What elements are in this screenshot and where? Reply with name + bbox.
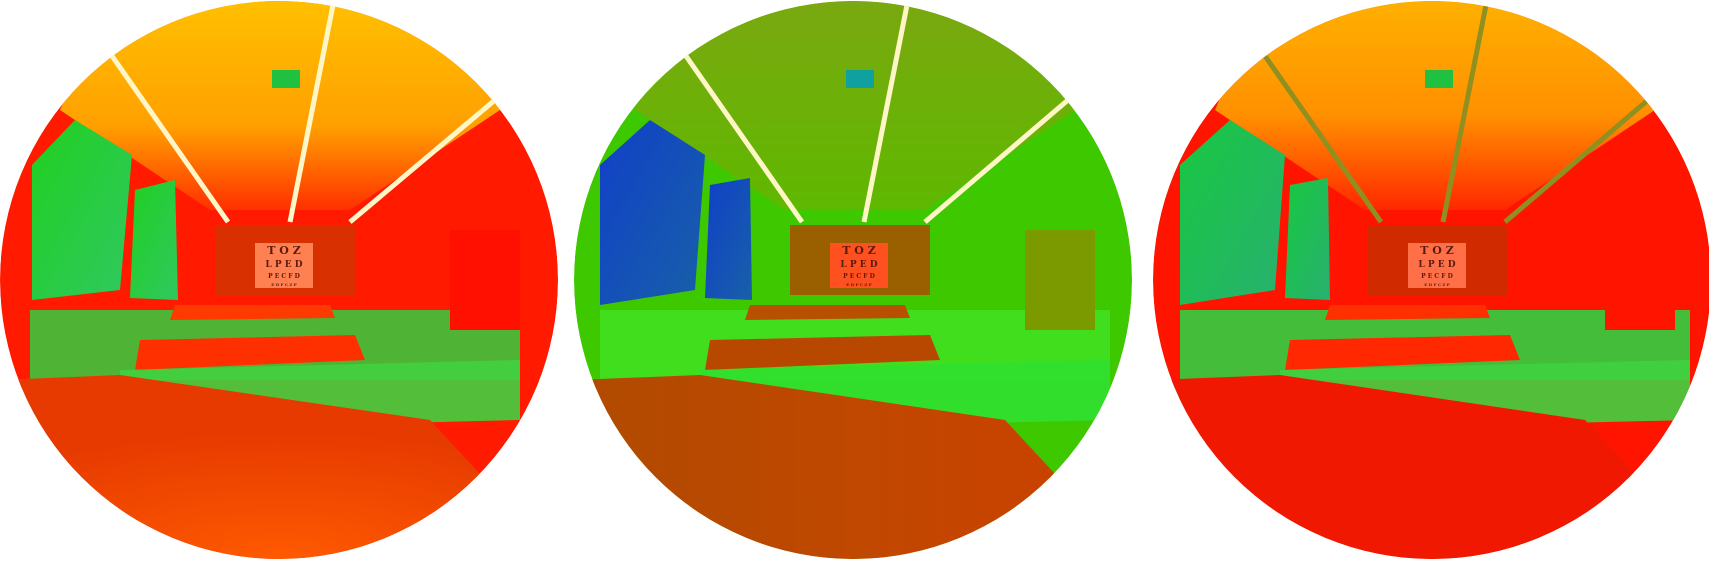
eye-chart-line: L P E D: [265, 260, 302, 270]
center-eye-chart: [830, 243, 888, 288]
right-desk-front: [1285, 335, 1520, 370]
right-window-1: [1180, 120, 1285, 305]
center-light-line-2: [861, 4, 910, 223]
left-desk-front: [135, 335, 365, 370]
right-ceiling: [1215, 1, 1655, 210]
center-door: [1025, 230, 1095, 330]
eye-chart-line: T O Z: [1420, 244, 1453, 257]
eye-chart-line: E D F C Z P: [1424, 282, 1449, 287]
eye-chart-text-layer: T O Z L P E D P E C F D E D F C Z P T O Z L P…: [265, 244, 1455, 287]
eye-chart-line: L P E D: [840, 260, 877, 270]
eye-chart-line: P E C F D: [268, 273, 300, 280]
center-fisheye-panel: [574, 1, 1132, 559]
eye-chart-line: T O Z: [267, 244, 300, 257]
left-floor: [0, 375, 558, 559]
center-ceiling: [635, 1, 1075, 210]
right-projector: [1425, 70, 1453, 88]
center-projector: [846, 70, 874, 88]
left-window-1: [32, 120, 132, 300]
left-eye-chart: [255, 243, 313, 288]
left-desk-mid: [170, 305, 335, 320]
center-desk-mid: [745, 305, 910, 320]
center-window-1: [600, 120, 705, 305]
left-fisheye-panel: [0, 1, 558, 559]
left-ceiling: [60, 1, 500, 210]
right-door: [1605, 230, 1675, 330]
eye-chart-line: P E C F D: [843, 273, 875, 280]
left-light-line-2: [287, 4, 336, 223]
eye-chart-line: E D F C Z P: [271, 282, 296, 287]
eye-chart-line: P E C F D: [1421, 273, 1453, 280]
center-light-line-1: [683, 54, 805, 224]
center-light-line-3: [923, 98, 1070, 224]
right-window-2: [1285, 178, 1330, 300]
right-light-line-2: [1440, 4, 1489, 223]
left-window-2: [130, 180, 178, 300]
eye-chart-line: E D F C Z P: [846, 282, 871, 287]
eye-chart-line: T O Z: [842, 244, 875, 257]
eye-chart-line: L P E D: [1418, 260, 1455, 270]
left-projector: [272, 70, 300, 88]
right-eye-chart: [1408, 243, 1466, 288]
left-light-line-1: [109, 54, 231, 224]
left-door: [450, 230, 520, 330]
right-light-line-3: [1503, 98, 1650, 224]
right-fisheye-panel: [1153, 1, 1709, 559]
right-desk-mid: [1325, 305, 1490, 320]
right-floor: [1153, 375, 1709, 559]
center-window-2: [705, 178, 752, 300]
center-desk-front: [705, 335, 940, 370]
center-floor: [574, 375, 1132, 559]
left-light-line-3: [348, 98, 497, 224]
right-light-line-1: [1262, 54, 1384, 224]
